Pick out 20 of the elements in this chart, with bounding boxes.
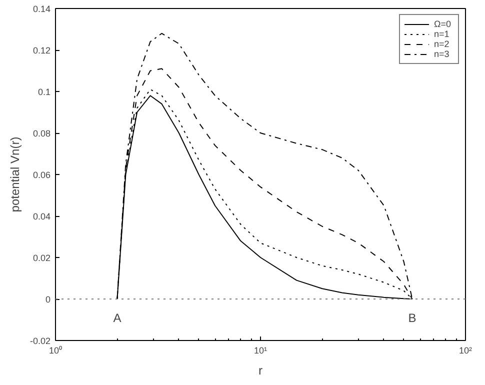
y-axis-title: potential Vn(r) xyxy=(8,136,22,212)
x-tick-label: 10¹ xyxy=(254,346,268,356)
y-tick-label: 0.08 xyxy=(32,128,51,138)
legend-label: n=3 xyxy=(434,49,450,59)
y-tick-label: 0.02 xyxy=(32,253,51,263)
legend-label: Ω=0 xyxy=(434,19,452,29)
y-tick-label: 0.06 xyxy=(32,170,51,180)
y-tick-label: -0.02 xyxy=(30,336,50,346)
legend-label: n=2 xyxy=(434,39,450,49)
x-axis-title: r xyxy=(258,364,262,378)
y-tick-label: 0.1 xyxy=(38,87,51,97)
annotation: B xyxy=(408,311,416,325)
x-tick-label: 10⁰ xyxy=(48,346,62,356)
legend-label: n=1 xyxy=(434,29,450,39)
y-tick-label: 0.12 xyxy=(32,46,51,56)
y-tick-label: 0 xyxy=(45,294,51,304)
annotation: A xyxy=(113,311,122,325)
y-tick-label: 0.14 xyxy=(32,4,51,14)
y-tick-label: 0.04 xyxy=(32,212,51,222)
x-tick-label: 10² xyxy=(458,346,472,356)
